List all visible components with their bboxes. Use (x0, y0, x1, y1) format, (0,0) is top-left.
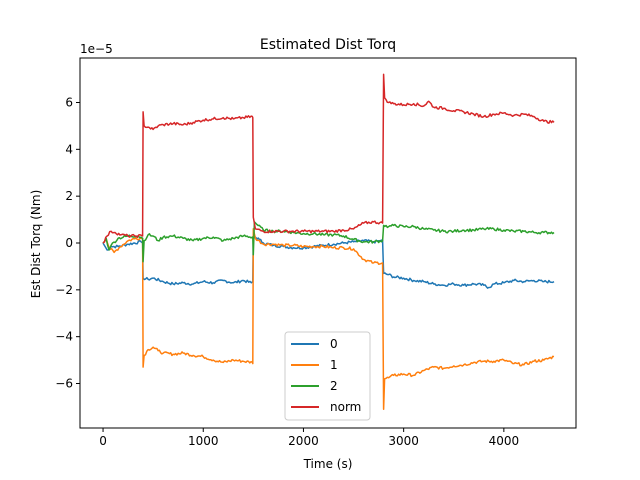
y-tick-label: 6 (65, 95, 73, 109)
y-tick-label: 2 (65, 189, 73, 203)
y-tick-label: −2 (55, 283, 73, 297)
y-offset-text: 1e−5 (80, 42, 113, 56)
plot-frame (79, 57, 577, 429)
x-axis-label: Time (s) (303, 457, 353, 471)
chart-title: Estimated Dist Torq (260, 37, 396, 53)
x-tick-label: 1000 (188, 434, 219, 448)
series-layer (102, 73, 555, 411)
y-tick-label: −6 (55, 377, 73, 391)
legend-label-1: 1 (330, 358, 338, 372)
series-line-1 (102, 228, 555, 411)
y-tick-label: 4 (65, 142, 73, 156)
legend-label-0: 0 (330, 337, 338, 351)
legend: 0 1 2 norm (284, 331, 371, 421)
y-tick-label: −4 (55, 330, 73, 344)
series-line-0 (102, 235, 555, 289)
x-tick-label: 3000 (388, 434, 419, 448)
ticks-layer: 0 1000 2000 3000 4000 −6 −4 −2 0 2 4 6 (55, 95, 519, 448)
x-tick-label: 0 (99, 434, 107, 448)
series-line-2 (102, 221, 555, 263)
legend-label-2: 2 (330, 379, 338, 393)
legend-label-norm: norm (330, 400, 361, 414)
y-axis-label: Est Dist Torq (Nm) (29, 190, 43, 299)
y-tick-label: 0 (65, 236, 73, 250)
legend-box (284, 331, 371, 421)
series-line-norm (102, 73, 555, 244)
x-tick-label: 2000 (288, 434, 319, 448)
x-tick-label: 4000 (489, 434, 520, 448)
